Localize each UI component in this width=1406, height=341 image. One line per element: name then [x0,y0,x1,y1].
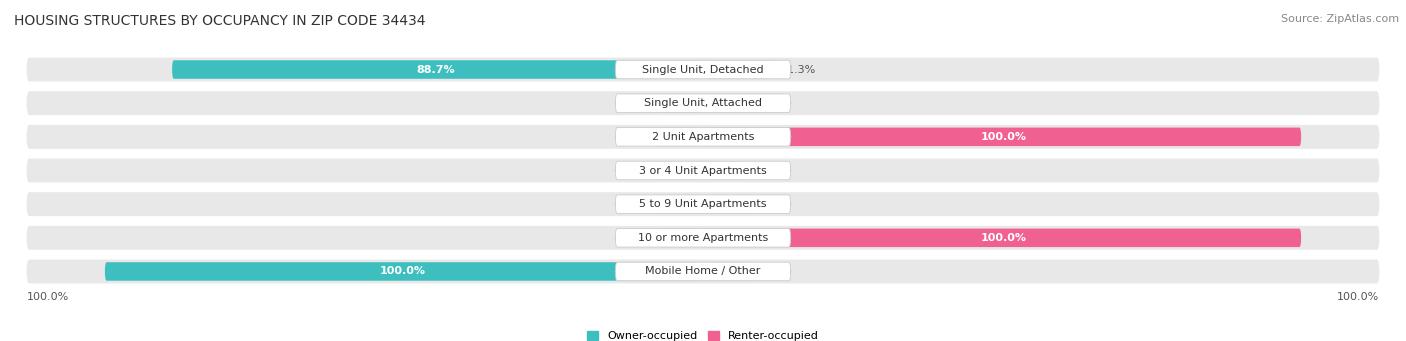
Text: Single Unit, Attached: Single Unit, Attached [644,98,762,108]
FancyBboxPatch shape [616,128,790,146]
FancyBboxPatch shape [706,161,749,180]
Text: 88.7%: 88.7% [416,64,456,75]
FancyBboxPatch shape [616,262,790,281]
FancyBboxPatch shape [616,94,790,113]
Text: 11.3%: 11.3% [780,64,815,75]
Text: Mobile Home / Other: Mobile Home / Other [645,266,761,277]
Text: Source: ZipAtlas.com: Source: ZipAtlas.com [1281,14,1399,24]
FancyBboxPatch shape [27,260,1379,283]
Text: 0.0%: 0.0% [758,266,786,277]
Text: 100.0%: 100.0% [980,233,1026,243]
FancyBboxPatch shape [657,195,700,213]
Text: 0.0%: 0.0% [758,98,786,108]
FancyBboxPatch shape [27,159,1379,182]
Text: 0.0%: 0.0% [620,233,648,243]
FancyBboxPatch shape [616,228,790,247]
FancyBboxPatch shape [657,128,700,146]
Text: 2 Unit Apartments: 2 Unit Apartments [652,132,754,142]
FancyBboxPatch shape [27,91,1379,115]
Text: 0.0%: 0.0% [758,199,786,209]
FancyBboxPatch shape [706,94,749,113]
FancyBboxPatch shape [706,60,773,79]
Text: 100.0%: 100.0% [380,266,426,277]
Text: 100.0%: 100.0% [27,292,69,302]
Text: 5 to 9 Unit Apartments: 5 to 9 Unit Apartments [640,199,766,209]
Text: 0.0%: 0.0% [620,98,648,108]
FancyBboxPatch shape [657,161,700,180]
FancyBboxPatch shape [616,195,790,213]
Text: 0.0%: 0.0% [758,165,786,176]
FancyBboxPatch shape [657,94,700,113]
FancyBboxPatch shape [172,60,700,79]
FancyBboxPatch shape [706,128,1301,146]
Text: 0.0%: 0.0% [620,132,648,142]
FancyBboxPatch shape [27,226,1379,250]
FancyBboxPatch shape [27,125,1379,149]
Legend: Owner-occupied, Renter-occupied: Owner-occupied, Renter-occupied [586,331,820,341]
FancyBboxPatch shape [105,262,700,281]
Text: Single Unit, Detached: Single Unit, Detached [643,64,763,75]
Text: HOUSING STRUCTURES BY OCCUPANCY IN ZIP CODE 34434: HOUSING STRUCTURES BY OCCUPANCY IN ZIP C… [14,14,426,28]
Text: 0.0%: 0.0% [620,165,648,176]
FancyBboxPatch shape [706,228,1301,247]
FancyBboxPatch shape [616,60,790,79]
FancyBboxPatch shape [706,262,749,281]
FancyBboxPatch shape [706,195,749,213]
Text: 10 or more Apartments: 10 or more Apartments [638,233,768,243]
FancyBboxPatch shape [27,192,1379,216]
Text: 100.0%: 100.0% [1337,292,1379,302]
FancyBboxPatch shape [27,58,1379,81]
Text: 100.0%: 100.0% [980,132,1026,142]
Text: 3 or 4 Unit Apartments: 3 or 4 Unit Apartments [640,165,766,176]
FancyBboxPatch shape [657,228,700,247]
FancyBboxPatch shape [616,161,790,180]
Text: 0.0%: 0.0% [620,199,648,209]
